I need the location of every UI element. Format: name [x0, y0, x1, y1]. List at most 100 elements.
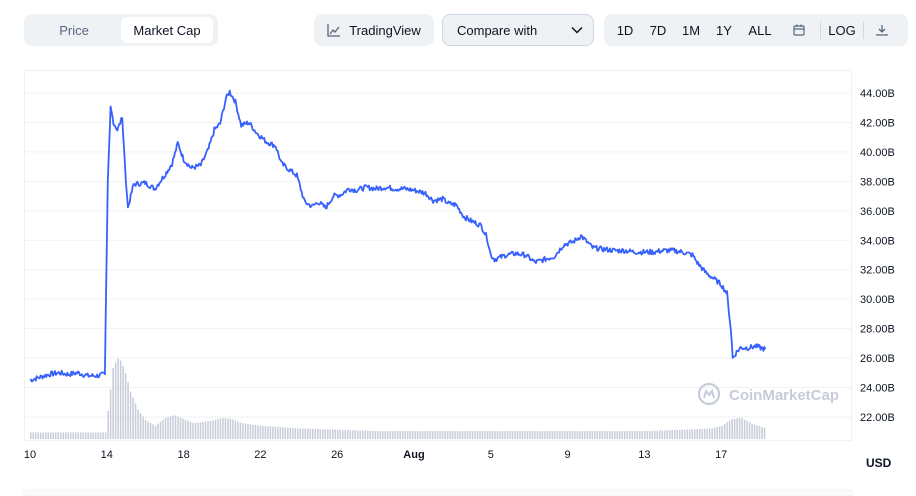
volume-bar [619, 431, 621, 439]
volume-bar [409, 431, 411, 439]
volume-bar [227, 418, 229, 439]
volume-bar [212, 420, 214, 439]
y-tick-label: 24.00B [860, 383, 895, 395]
x-tick-label: 22 [254, 449, 266, 461]
x-tick-label: 9 [565, 449, 571, 461]
volume-bar [654, 430, 656, 439]
volume-bar [646, 430, 649, 439]
volume-bar [112, 367, 114, 439]
volume-bar [102, 432, 104, 439]
volume-bar [693, 429, 696, 439]
volume-bar [152, 424, 154, 439]
volume-bar [414, 431, 416, 439]
volume-bar [471, 431, 474, 439]
volume-bar [189, 421, 192, 439]
download-button[interactable] [866, 17, 898, 43]
range-1m-button[interactable]: 1M [681, 22, 701, 38]
volume-bar [663, 430, 666, 439]
range-1d-button[interactable]: 1D [616, 22, 634, 38]
range-all-button[interactable]: ALL [748, 22, 772, 38]
volume-bar [312, 428, 314, 439]
volume-bar [207, 421, 209, 439]
volume-bar [342, 429, 344, 439]
volume-bar [381, 431, 384, 439]
log-button[interactable]: LOG [828, 22, 856, 38]
compare-label: Compare with [457, 22, 538, 38]
volume-bar [69, 432, 72, 439]
volume-bar [636, 431, 639, 439]
volume-bar [509, 431, 511, 439]
volume-bar [144, 419, 147, 439]
volume-bar [549, 431, 551, 439]
volume-bar [237, 421, 239, 439]
volume-bar [47, 432, 49, 439]
volume-bar [446, 431, 449, 439]
volume-bar [157, 423, 159, 439]
volume-bar [574, 431, 576, 439]
volume-bar [514, 431, 516, 439]
volume-bar [534, 431, 536, 439]
tab-price[interactable]: Price [59, 22, 89, 38]
volume-bar [172, 415, 174, 439]
volume-bar [576, 431, 579, 439]
volume-bar [129, 391, 132, 439]
volume-bar [676, 429, 678, 439]
volume-bar [424, 431, 426, 439]
x-tick-label: Aug [403, 449, 424, 461]
volume-bar [529, 431, 531, 439]
volume-bar [139, 413, 142, 439]
volume-bar [242, 423, 244, 439]
volume-bar [82, 432, 84, 439]
volume-bar [344, 429, 346, 439]
volume-bar [691, 429, 693, 439]
volume-bar [586, 431, 589, 439]
volume-bar [244, 423, 247, 439]
volume-bar [164, 417, 167, 439]
volume-bar [521, 431, 524, 439]
volume-bar [274, 426, 277, 439]
volume-bar [649, 430, 651, 439]
y-tick-label: 26.00B [860, 353, 895, 365]
volume-bar [763, 427, 766, 439]
volume-bar [284, 427, 287, 439]
volume-bar [634, 431, 636, 439]
volume-bar [678, 429, 681, 439]
volume-bar [606, 431, 609, 439]
range-1y-button[interactable]: 1Y [716, 22, 732, 38]
volume-bar [49, 432, 52, 439]
x-tick-label: 18 [177, 449, 189, 461]
volume-bar [564, 431, 566, 439]
volume-bar [758, 426, 761, 439]
volume-bar [416, 431, 419, 439]
y-tick-label: 40.00B [860, 147, 895, 159]
bottom-panel [23, 489, 853, 496]
volume-bar [723, 423, 726, 439]
volume-bar [698, 429, 701, 439]
volume-bar [327, 429, 329, 439]
volume-bar [202, 421, 204, 439]
volume-bar [481, 431, 484, 439]
volume-bar [64, 432, 67, 439]
volume-bar [406, 431, 409, 439]
volume-bar [214, 419, 217, 439]
volume-bar [314, 428, 317, 439]
calendar-button[interactable] [780, 17, 818, 43]
volume-bar [39, 432, 42, 439]
volume-bar [351, 430, 354, 439]
volume-bar [479, 431, 481, 439]
volume-bar [122, 366, 124, 439]
volume-bar [269, 426, 272, 439]
volume-bar [396, 431, 399, 439]
volume-bar [277, 426, 279, 439]
volume-bar [369, 430, 371, 439]
tradingview-button[interactable]: TradingView [314, 14, 434, 46]
volume-bar [494, 431, 496, 439]
range-7d-button[interactable]: 7D [649, 22, 667, 38]
volume-bar [199, 422, 202, 439]
volume-bar [556, 431, 559, 439]
volume-bar [431, 431, 434, 439]
compare-dropdown[interactable]: Compare with [442, 14, 594, 46]
volume-bar [559, 431, 561, 439]
tab-market-cap[interactable]: Market Cap [121, 17, 213, 43]
